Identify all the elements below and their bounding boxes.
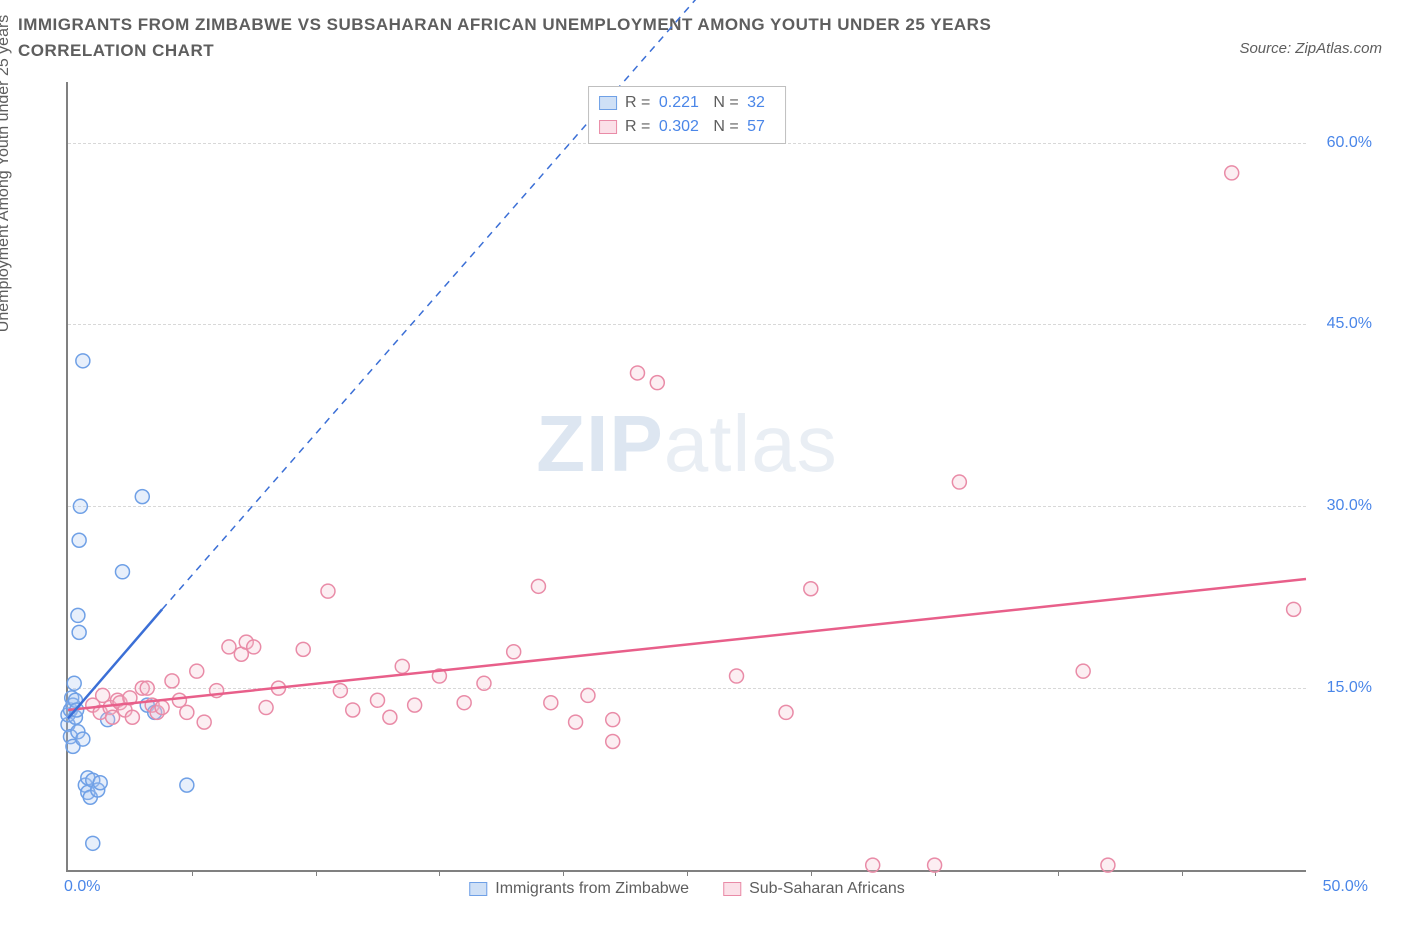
data-point — [135, 490, 149, 504]
data-point — [371, 693, 385, 707]
legend-swatch-subsaharan — [723, 882, 741, 896]
data-point — [259, 701, 273, 715]
data-point — [477, 676, 491, 690]
plot-area: ZIPatlas R = 0.221 N = 32 R = 0.302 N = … — [66, 82, 1306, 872]
data-point — [606, 734, 620, 748]
data-point — [1287, 602, 1301, 616]
legend-swatch-zimbabwe — [469, 882, 487, 896]
data-point — [606, 713, 620, 727]
data-point — [730, 669, 744, 683]
data-point — [650, 376, 664, 390]
y-tick-label: 45.0% — [1327, 315, 1372, 333]
x-tick — [687, 870, 688, 876]
data-point — [395, 659, 409, 673]
data-point — [507, 645, 521, 659]
data-point — [779, 705, 793, 719]
data-point — [346, 703, 360, 717]
y-tick-label: 30.0% — [1327, 497, 1372, 515]
data-point — [581, 688, 595, 702]
data-point — [140, 681, 154, 695]
data-point — [76, 732, 90, 746]
data-point — [296, 642, 310, 656]
data-point — [165, 674, 179, 688]
data-point — [457, 696, 471, 710]
data-point — [222, 640, 236, 654]
data-point — [531, 579, 545, 593]
data-point — [190, 664, 204, 678]
data-point — [197, 715, 211, 729]
x-tick — [192, 870, 193, 876]
data-point — [544, 696, 558, 710]
x-tick — [1058, 870, 1059, 876]
data-point — [630, 366, 644, 380]
legend-label: Sub-Saharan Africans — [749, 880, 905, 898]
chart-title: IMMIGRANTS FROM ZIMBABWE VS SUBSAHARAN A… — [18, 12, 1118, 63]
data-point — [115, 565, 129, 579]
x-tick — [439, 870, 440, 876]
x-tick — [811, 870, 812, 876]
x-tick — [563, 870, 564, 876]
data-point — [67, 676, 81, 690]
y-axis-label: Unemployment Among Youth under 25 years — [0, 15, 13, 333]
x-tick — [316, 870, 317, 876]
data-point — [106, 710, 120, 724]
data-point — [72, 625, 86, 639]
data-point — [73, 499, 87, 513]
data-point — [333, 684, 347, 698]
data-point — [928, 858, 942, 872]
data-point — [93, 776, 107, 790]
data-point — [76, 354, 90, 368]
legend-stats-row: R = 0.302 N = 57 — [599, 115, 775, 139]
y-tick-label: 60.0% — [1327, 134, 1372, 152]
data-point — [71, 608, 85, 622]
data-point — [125, 710, 139, 724]
data-point — [569, 715, 583, 729]
data-point — [155, 701, 169, 715]
x-tick-label: 0.0% — [64, 878, 100, 896]
data-point — [408, 698, 422, 712]
data-point — [180, 778, 194, 792]
data-point — [952, 475, 966, 489]
legend-series: Immigrants from Zimbabwe Sub-Saharan Afr… — [469, 880, 904, 898]
legend-label: Immigrants from Zimbabwe — [495, 880, 689, 898]
data-point — [866, 858, 880, 872]
data-point — [383, 710, 397, 724]
legend-stats-row: R = 0.221 N = 32 — [599, 91, 775, 115]
chart-container: Unemployment Among Youth under 25 years … — [18, 82, 1388, 902]
legend-stats-box: R = 0.221 N = 32 R = 0.302 N = 57 — [588, 86, 786, 144]
data-point — [86, 836, 100, 850]
data-point — [1101, 858, 1115, 872]
legend-swatch-zimbabwe — [599, 96, 617, 110]
scatter-plot-svg — [68, 82, 1306, 870]
data-point — [1076, 664, 1090, 678]
data-point — [1225, 166, 1239, 180]
data-point — [321, 584, 335, 598]
data-point — [247, 640, 261, 654]
x-tick — [1182, 870, 1183, 876]
data-point — [180, 705, 194, 719]
legend-swatch-subsaharan — [599, 120, 617, 134]
source-attribution: Source: ZipAtlas.com — [1239, 40, 1382, 57]
data-point — [804, 582, 818, 596]
x-tick-label: 50.0% — [1323, 878, 1368, 896]
y-tick-label: 15.0% — [1327, 679, 1372, 697]
data-point — [72, 533, 86, 547]
